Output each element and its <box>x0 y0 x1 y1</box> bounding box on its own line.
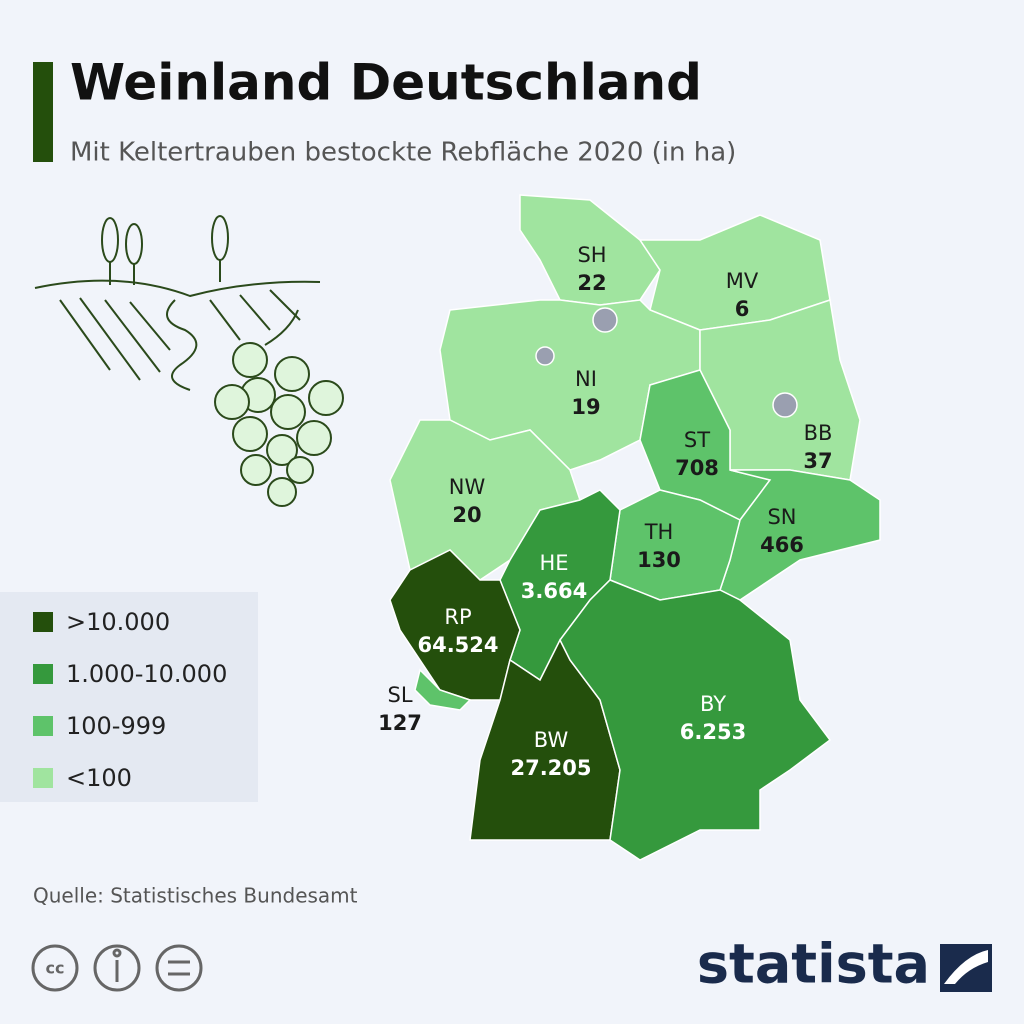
state-code: NI <box>575 367 597 391</box>
state-value: 3.664 <box>521 579 587 603</box>
state-code: NW <box>449 475 486 499</box>
state-value: 19 <box>571 395 600 419</box>
subtitle: Mit Keltertrauben bestockte Rebfläche 20… <box>70 138 736 168</box>
city-state <box>535 346 555 366</box>
state <box>719 469 881 601</box>
state-code: SL <box>387 683 412 707</box>
legend-label: <100 <box>66 764 132 792</box>
state-value: 130 <box>637 548 681 572</box>
city-state <box>592 307 618 333</box>
state-value: 20 <box>452 503 481 527</box>
state <box>414 668 472 711</box>
state-code: SN <box>767 505 796 529</box>
state-value: 22 <box>577 271 606 295</box>
state-code: TH <box>644 520 674 544</box>
legend-label: 100-999 <box>66 712 166 740</box>
license-icons <box>31 944 203 992</box>
state-value: 466 <box>760 533 804 557</box>
state-value: 6 <box>735 297 750 321</box>
state-value: 6.253 <box>680 720 746 744</box>
state-value: 708 <box>675 456 719 480</box>
legend-swatch <box>33 768 53 788</box>
legend-swatch <box>33 716 53 736</box>
map-labels: SH 22 MV 6 NI 19 BB 37 ST 708 NW 20 SN 466 TH 130 HE 3.66… <box>378 243 833 780</box>
state-code: BY <box>700 692 726 716</box>
state-code: RP <box>444 605 471 629</box>
state-code: BW <box>534 728 569 752</box>
legend-swatch <box>33 664 53 684</box>
state <box>559 579 832 861</box>
title-bar <box>33 62 53 162</box>
state-value: 27.205 <box>510 756 591 780</box>
state-value: 127 <box>378 711 422 735</box>
legend-swatch <box>33 612 53 632</box>
state-value: 37 <box>803 449 832 473</box>
vineyard-illustration <box>34 215 344 507</box>
source: Quelle: Statistisches Bundesamt <box>33 884 358 908</box>
legend-label: >10.000 <box>66 608 170 636</box>
state-code: HE <box>539 551 568 575</box>
brand: statista <box>697 933 930 996</box>
state-value: 64.524 <box>417 633 498 657</box>
state-code: SH <box>577 243 606 267</box>
cc-icon-text: cc <box>46 959 65 978</box>
legend-label: 1.000-10.000 <box>66 660 227 688</box>
legend: >10.000 1.000-10.000 100-999 <100 <box>33 608 227 792</box>
map <box>389 194 881 861</box>
state-code: ST <box>684 428 710 452</box>
title: Weinland Deutschland <box>70 54 702 112</box>
state-code: BB <box>804 421 833 445</box>
brand-logo <box>940 944 992 992</box>
state-code: MV <box>726 269 759 293</box>
city-state <box>772 392 798 418</box>
